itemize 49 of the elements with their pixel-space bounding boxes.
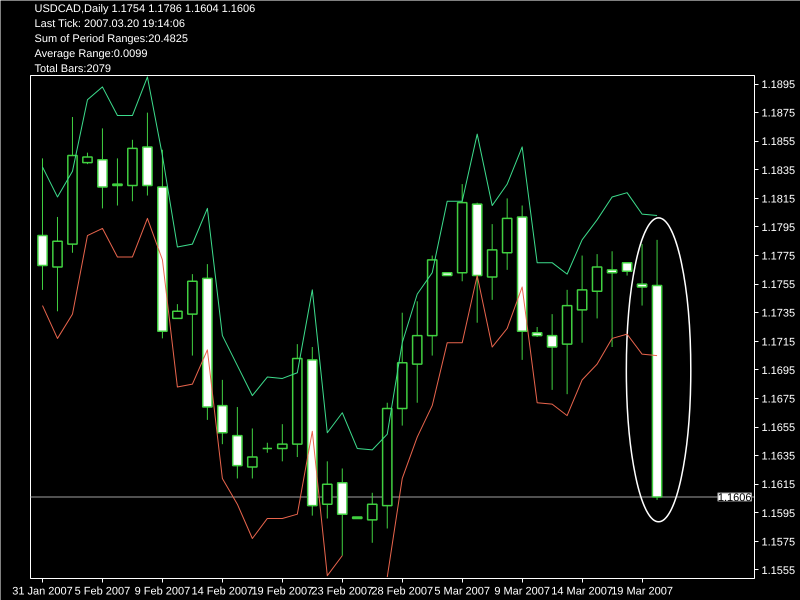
y-tick-label: 1.1715: [762, 336, 796, 348]
ref-line-label: 1.1606: [718, 492, 752, 504]
text: Sum of Period Ranges:20.4825: [34, 33, 188, 45]
y-tick-label: 1.1775: [762, 250, 796, 263]
y-tick-label: 1.1875: [762, 108, 796, 120]
y-tick-label: 1.1615: [762, 479, 796, 492]
y-tick-label: 1.1575: [762, 536, 796, 548]
text: Last Tick: 2007.03.20 19:14:06: [34, 18, 185, 30]
x-tick-label: 31 Jan 2007: [12, 586, 73, 598]
y-tick-label: 1.1855: [762, 136, 796, 148]
x-tick-label: 19 Feb 2007: [251, 586, 314, 598]
x-tick-label: 5 Mar 2007: [434, 586, 490, 598]
y-tick-label: 1.1675: [762, 393, 796, 406]
y-tick-label: 1.1555: [762, 564, 796, 577]
text: Total Bars:2079: [34, 63, 111, 75]
y-tick-label: 1.1895: [762, 79, 796, 92]
candlestick: [246, 428, 258, 479]
y-tick-label: 1.1655: [762, 422, 796, 434]
y-tick-label: 1.1695: [762, 364, 796, 377]
x-tick-label: 9 Feb 2007: [134, 586, 190, 598]
x-tick-label: 14 Mar 2007: [551, 586, 614, 598]
candlestick: [546, 314, 558, 390]
candlestick: [82, 152, 93, 165]
x-tick-label: 23 Feb 2007: [311, 586, 374, 598]
text: Average Range:0.0099: [34, 48, 148, 60]
candlestick: [262, 442, 273, 454]
y-tick-label: 1.1595: [762, 508, 796, 520]
candlestick: [322, 460, 333, 519]
y-tick-label: 1.1735: [762, 308, 796, 320]
candlestick: [636, 244, 648, 306]
candlestick: [606, 250, 618, 348]
y-tick-label: 1.1835: [762, 164, 796, 177]
chart-title: USDCAD,Daily 1.1754 1.1786 1.1604 1.1606: [34, 3, 256, 15]
candlestick: [112, 158, 123, 206]
candlestick: [532, 326, 543, 338]
candlestick: [172, 304, 183, 320]
y-tick-label: 1.1795: [762, 222, 796, 234]
y-tick-label: 1.1755: [762, 279, 796, 292]
x-tick-label: 5 Feb 2007: [74, 586, 130, 598]
candlestick: [366, 492, 378, 544]
y-tick-label: 1.1635: [762, 450, 796, 463]
candlestick: [576, 255, 588, 344]
x-tick-label: 9 Mar 2007: [494, 586, 550, 598]
x-tick-label: 14 Feb 2007: [191, 586, 254, 598]
x-tick-label: 19 Mar 2007: [611, 586, 673, 598]
y-tick-label: 1.1815: [762, 193, 796, 206]
candlestick: [276, 424, 288, 462]
line-series: [42, 76, 658, 450]
x-tick-label: 28 Feb 2007: [371, 586, 434, 598]
